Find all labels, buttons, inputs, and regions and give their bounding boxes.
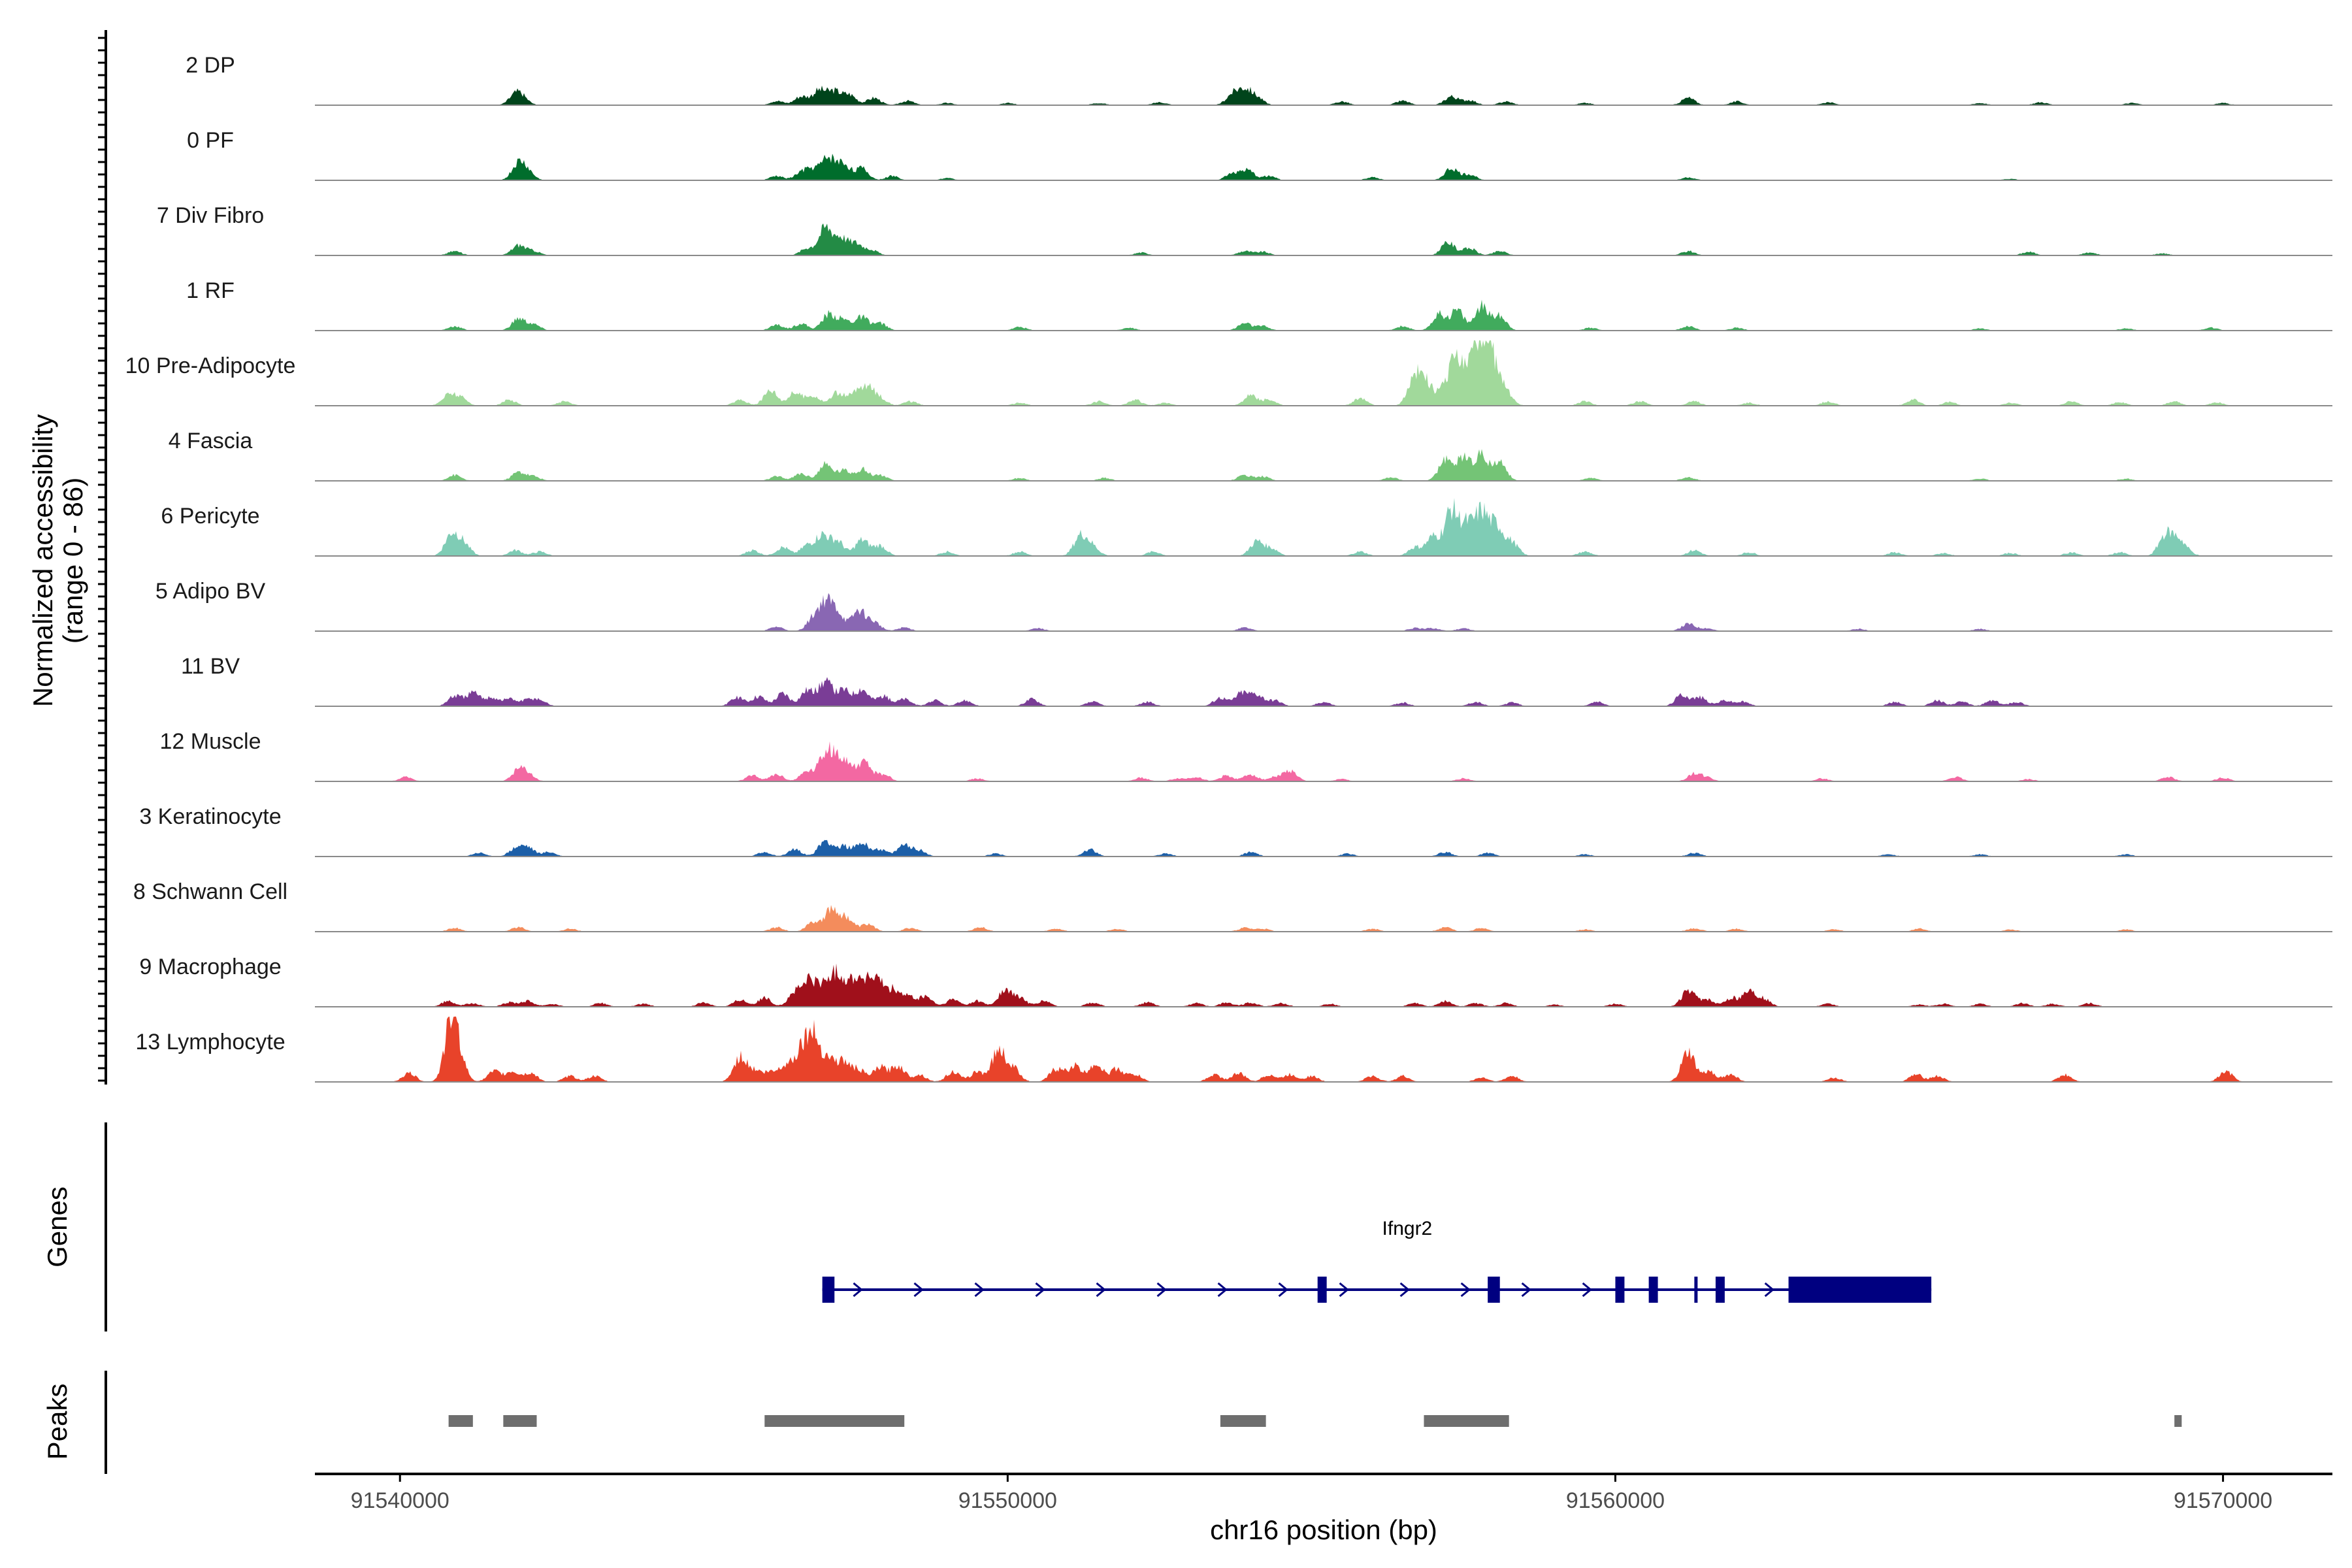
strand-arrow: [1096, 1282, 1106, 1298]
track-8-schwann-cell: 8 Schwann Cell: [133, 879, 2332, 932]
track-label: 6 Pericyte: [161, 504, 259, 529]
x-tick-label: 91550000: [958, 1488, 1057, 1513]
track-label: 5 Adipo BV: [155, 579, 266, 604]
track-6-pericyte: 6 Pericyte: [161, 498, 2332, 557]
coverage-area: [315, 963, 2332, 1007]
track-label: 2 DP: [186, 53, 235, 78]
gene-exon: [1788, 1277, 1932, 1303]
x-tick-label: 91540000: [351, 1488, 449, 1513]
gene-track: Ifngr2: [822, 1218, 1932, 1303]
strand-arrow: [853, 1282, 863, 1298]
coverage-area: [315, 741, 2332, 781]
coverage-area: [315, 905, 2332, 932]
track-label: 13 Lymphocyte: [135, 1030, 285, 1054]
coverage-area: [315, 449, 2332, 481]
coverage-area: [315, 340, 2332, 406]
track-label: 12 Muscle: [160, 729, 261, 754]
track-1-rf: 1 RF: [186, 278, 2332, 331]
coverage-area: [315, 86, 2332, 105]
gene-exon: [1488, 1277, 1500, 1303]
strand-arrow: [1764, 1282, 1774, 1298]
coverage-area: [315, 223, 2332, 255]
coverage-area: [315, 593, 2332, 631]
strand-arrow: [1339, 1282, 1349, 1298]
coverage-tracks: 2 DP 0 PF 7 Div Fibro 1 RF 10 Pre-Adipocyte 4…: [125, 53, 2332, 1083]
coverage-area: [315, 498, 2332, 556]
x-tick-label: 91560000: [1566, 1488, 1665, 1513]
peak-region: [448, 1415, 473, 1427]
coverage-area: [315, 154, 2332, 180]
strand-arrow: [1217, 1282, 1228, 1298]
y-axis-title-line1: Normalized accessibility: [27, 414, 58, 707]
track-0-pf: 0 PF: [187, 128, 2332, 181]
gene-exon: [1694, 1277, 1698, 1303]
track-label: 11 BV: [181, 654, 240, 679]
coverage-area: [315, 840, 2332, 857]
strand-arrow: [1399, 1282, 1410, 1298]
coverage-area: [315, 1017, 2332, 1082]
strand-arrow: [974, 1282, 985, 1298]
peak-region: [2174, 1415, 2182, 1427]
gene-exon: [1317, 1277, 1327, 1303]
strand-arrow: [913, 1282, 924, 1298]
y-axis-title-line2: (range 0 - 86): [57, 478, 88, 644]
strand-arrow: [1460, 1282, 1471, 1298]
gene-name-label: Ifngr2: [1382, 1218, 1433, 1239]
track-label: 7 Div Fibro: [157, 203, 264, 228]
track-7-div-fibro: 7 Div Fibro: [157, 203, 2332, 256]
track-4-fascia: 4 Fascia: [169, 429, 2332, 482]
coverage-area: [315, 677, 2332, 706]
strand-arrow: [1582, 1282, 1592, 1298]
gene-exon: [1648, 1277, 1658, 1303]
track-label: 1 RF: [186, 278, 235, 303]
strand-arrow: [1278, 1282, 1288, 1298]
gene-exon: [822, 1277, 835, 1303]
peak-region: [1424, 1415, 1509, 1427]
track-label: 9 Macrophage: [139, 955, 281, 979]
x-tick-label: 91570000: [2174, 1488, 2272, 1513]
coverage-y-ticks: [98, 37, 106, 1082]
track-9-macrophage: 9 Macrophage: [139, 955, 2332, 1007]
genes-track-title: Genes: [42, 1186, 73, 1267]
track-12-muscle: 12 Muscle: [160, 729, 2332, 782]
track-10-pre-adipocyte: 10 Pre-Adipocyte: [125, 340, 2332, 406]
strand-arrow: [1521, 1282, 1531, 1298]
track-label: 10 Pre-Adipocyte: [125, 353, 296, 378]
strand-arrow: [1035, 1282, 1045, 1298]
peak-region: [503, 1415, 537, 1427]
peaks-track: [448, 1415, 2182, 1427]
peak-region: [1220, 1415, 1266, 1427]
coverage-area: [315, 299, 2332, 331]
track-label: 0 PF: [187, 128, 234, 153]
peak-region: [764, 1415, 905, 1427]
track-11-bv: 11 BV: [181, 654, 2332, 707]
peaks-track-title: Peaks: [42, 1384, 73, 1460]
track-5-adipo-bv: 5 Adipo BV: [155, 579, 2332, 632]
strand-arrow: [1156, 1282, 1167, 1298]
x-axis-ticks: 91540000 91550000 91560000 91570000: [351, 1474, 2272, 1513]
track-13-lymphocyte: 13 Lymphocyte: [135, 1017, 2332, 1083]
track-label: 3 Keratinocyte: [139, 804, 281, 829]
track-3-keratinocyte: 3 Keratinocyte: [139, 804, 2332, 857]
gene-exon: [1715, 1277, 1725, 1303]
x-axis-title: chr16 position (bp): [1210, 1514, 1437, 1545]
track-2-dp: 2 DP: [186, 53, 2332, 106]
track-label: 8 Schwann Cell: [133, 879, 287, 904]
track-label: 4 Fascia: [169, 429, 253, 453]
gene-exon: [1615, 1277, 1625, 1303]
